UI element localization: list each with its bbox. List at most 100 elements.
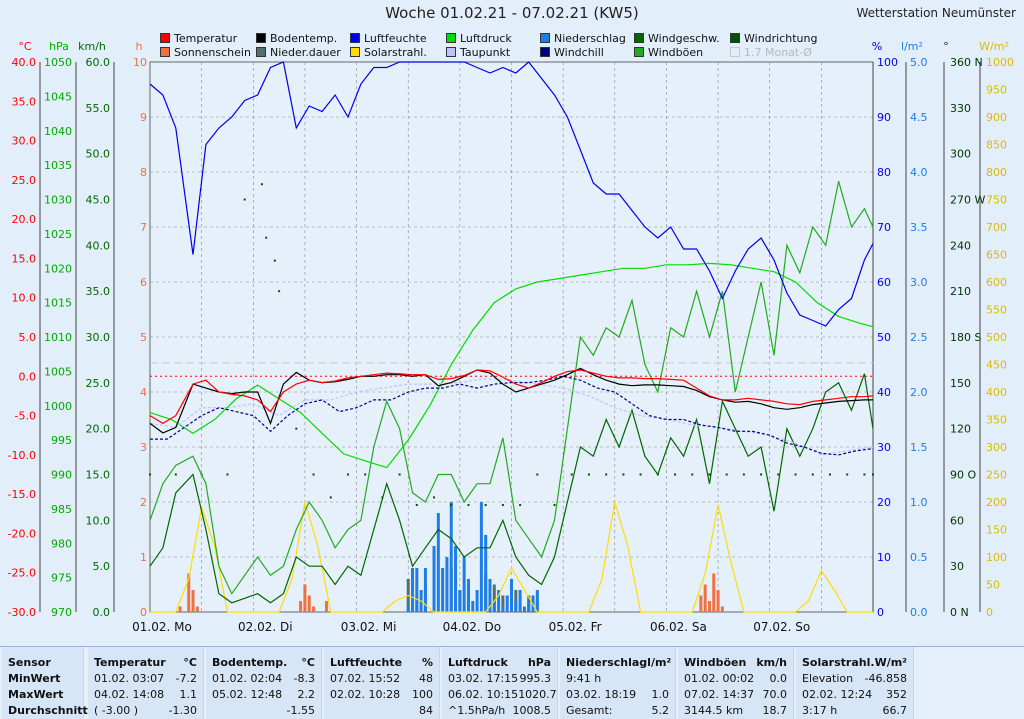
axis-tick-label: 3 [140,441,147,454]
max-value: 1.1 [179,688,198,701]
axis-tick-label: 20 [877,496,891,509]
axis-tick-label: 0 [986,606,993,619]
axis-tick-label: 4 [140,386,147,399]
axis-tick-label: 650 [986,249,1007,262]
axis-tick-label: 400 [986,386,1007,399]
bar-niederschlag [484,535,488,612]
point-windrichtung [312,473,315,476]
axis-tick-label: 850 [986,139,1007,152]
summary-col-humidity: Luftfeuchte% 07.02. 15:52 48 02.02. 10:28… [324,647,440,719]
max-time: 07.02. 14:37 [684,688,755,701]
axis-tick-label: -10.0 [8,449,36,462]
point-windrichtung [415,504,418,507]
point-windrichtung [295,427,298,430]
axis-tick-label: 330 [950,102,971,115]
col-title: Luftdruck [448,656,508,669]
axis-tick-label: 50 [986,579,1000,592]
legend-label: Nieder.dauer [270,45,341,59]
axis-unit-label: h [136,40,143,53]
axis-tick-label: -25.0 [8,567,36,580]
axis-tick-label: 90 O [950,469,976,482]
summary-col-gusts: Windböen km/h 01.02. 00:02 0.0 07.02. 14:3… [678,647,794,719]
axis-tick-label: 30.0 [86,331,111,344]
axis-unit-label: km/h [78,40,106,53]
axis-tick-label: 50.0 [86,148,111,161]
station-name: Wetterstation Neumünster [856,6,1016,20]
bar-sonnenschein [191,590,195,612]
line-windchill [150,375,874,456]
axis-tick-label: 1 [140,551,147,564]
legend-item: Solarstrahl. [350,45,427,59]
legend-item: Luftfeuchte [350,31,427,45]
bar-niederschlag [454,546,458,612]
axis-tick-label: 30 [877,441,891,454]
axis-tick-label: 1015 [44,297,72,310]
bar-niederschlag [462,557,466,612]
bar-niederschlag [445,557,449,612]
avg-value: 1008.5 [512,704,552,717]
axis-tick-label: -5.0 [15,410,36,423]
axis-tick-label: 2.0 [910,386,928,399]
avg-note: 3144.5 km [684,704,744,717]
max-time: 05.02. 12:48 [212,688,283,701]
axis-tick-label: 40.0 [12,56,37,69]
axis-tick-label: 7 [140,221,147,234]
col-title: Luftfeuchte [330,656,403,669]
line-windgeschw- [149,373,874,604]
point-windrichtung [570,473,573,476]
axis-tick-label: 100 [986,551,1007,564]
point-windrichtung [329,496,332,499]
axis-tick-label: 30 [950,560,964,573]
axis-tick-label: 80 [877,166,891,179]
max-value: 352 [886,688,907,701]
bar-sonnenschein [307,595,311,612]
max-time: 04.02. 14:08 [94,688,165,701]
x-tick-label: 02.02. Di [238,620,293,634]
point-windrichtung [794,473,797,476]
summary-col-soiltemp: Bodentemp. °C 01.02. 02:04 -8.3 05.02. 12:… [206,647,322,719]
x-tick-label: 05.02. Fr [549,620,602,634]
axis-tick-label: 15.0 [86,469,111,482]
point-windrichtung [398,473,401,476]
axis-tick-label: 450 [986,359,1007,372]
chart-title: Woche 01.02.21 - 07.02.21 (KW5) [385,4,639,22]
axis-tick-label: 210 [950,285,971,298]
bar-niederschlag [432,546,436,612]
axis-tick-label: 0.0 [93,606,111,619]
col-unit: °C [301,656,315,669]
point-windrichtung [265,236,268,239]
point-windrichtung [174,473,177,476]
axis-tick-label: 1005 [44,365,72,378]
label-min: MinWert [8,672,61,685]
label-max: MaxWert [8,688,64,701]
legend-swatch [446,47,456,57]
summary-table: Sensor MinWert MaxWert Durchschnitt Temp… [0,646,1024,719]
bar-sonnenschein [178,606,182,612]
point-windrichtung [742,473,745,476]
axis-tick-label: 60.0 [86,56,111,69]
legend-item: Niederschlag [540,31,626,45]
legend-label: Temperatur [174,31,238,45]
line-windb-en [149,181,874,595]
axis-unit-label: hPa [49,40,69,53]
axis-tick-label: 10 [133,56,147,69]
axis-unit-label: W/m² [979,40,1009,53]
legend-label: Luftdruck [460,31,512,45]
axis-tick-label: 995 [51,434,72,447]
min-value: -46.858 [864,672,907,685]
legend-label: Sonnenschein [174,45,251,59]
bar-niederschlag [535,590,539,612]
max-value: 2.2 [297,688,316,701]
axis-tick-label: 0 [140,606,147,619]
point-windrichtung [484,504,487,507]
label-avg: Durchschnitt [8,704,88,717]
axis-tick-label: 970 [51,606,72,619]
axis-tick-label: 8 [140,166,147,179]
bar-niederschlag [415,568,419,612]
bar-nieder-dauer [492,584,496,612]
axis-tick-label: 10 [877,551,891,564]
legend-item: Temperatur [160,31,237,45]
axis-tick-label: 550 [986,304,1007,317]
avg-note: 3:17 h [802,704,838,717]
axis-tick-label: 20.0 [86,423,111,436]
